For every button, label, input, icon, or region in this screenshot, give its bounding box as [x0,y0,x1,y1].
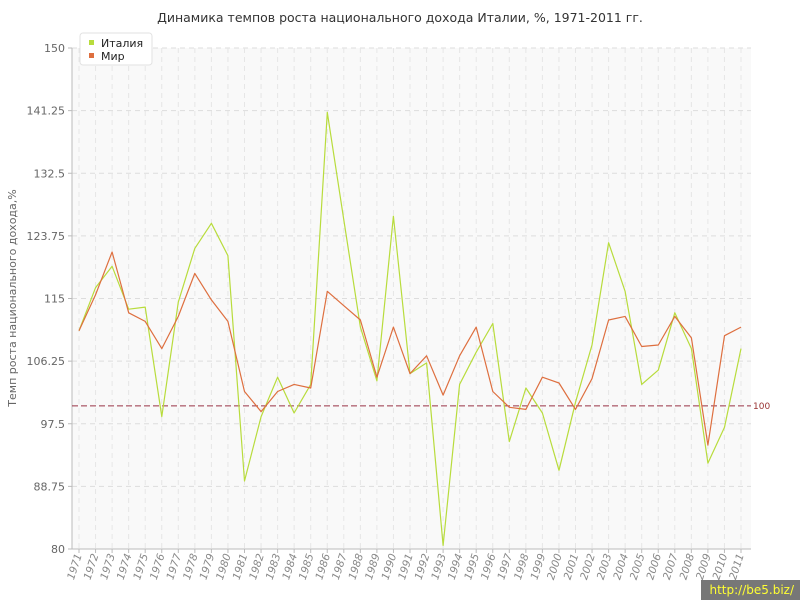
x-tick-labels: 1971197219731974197519761977197819791980… [65,552,747,581]
y-tick-label: 80 [51,543,65,556]
grid [68,47,751,553]
legend[interactable]: Италия Мир [79,32,153,66]
y-tick-label: 123.75 [27,230,66,243]
chart-title: Динамика темпов роста национального дохо… [157,10,643,25]
x-tick-label: 2011 [727,552,747,581]
y-tick-label: 88.75 [34,480,66,493]
y-tick-labels: 80 88.75 97.5 106.25 115 123.75 132.5 141.25 150 [27,42,66,556]
series [78,111,742,547]
legend-label-italy: Италия [101,37,143,50]
reference-line: 100 [72,402,770,412]
y-tick-label: 132.5 [34,167,66,180]
y-tick-label: 115 [44,293,65,306]
reference-line-label: 100 [753,402,770,412]
legend-swatch-italy [89,40,94,45]
y-axis-label: Темп роста национального дохода,% [6,189,19,407]
axes [71,48,751,550]
y-tick-label: 106.25 [27,355,66,368]
watermark-link[interactable]: http://be5.biz/ [701,580,800,600]
y-tick-label: 141.25 [27,105,66,118]
y-tick-label: 97.5 [41,418,66,431]
series-line-world [78,251,742,446]
legend-box [79,32,153,66]
legend-label-world: Мир [101,50,125,63]
y-tick-label: 150 [44,42,65,55]
legend-swatch-world [89,53,94,58]
